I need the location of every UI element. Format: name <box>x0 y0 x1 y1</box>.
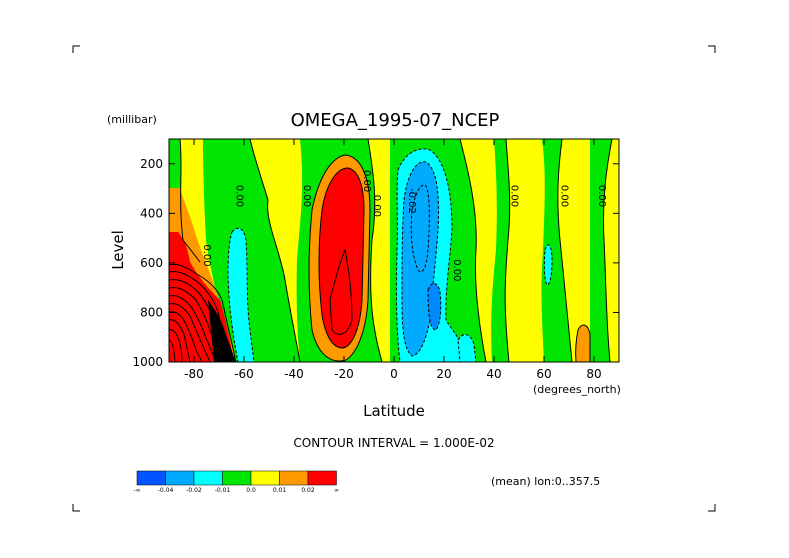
colorbar-label: -0.04 <box>158 487 174 494</box>
x-tick-label: -60 <box>234 367 254 381</box>
colorbar-swatch <box>165 470 195 486</box>
y-tick-label: 600 <box>140 256 163 270</box>
y-tick-label: 1000 <box>132 355 163 369</box>
colorbar-label: -0.02 <box>186 487 202 494</box>
colorbar-label: ∞ <box>334 487 339 494</box>
chart-title: OMEGA_1995-07_NCEP <box>291 110 500 131</box>
zero-contours <box>179 138 613 363</box>
colorbar-label: 0.0 <box>246 487 256 494</box>
contour-fill-region <box>590 139 612 362</box>
plot-area: 0.00 0.00 0.00 0.00 0.00 -0.02 0.00 0.00 0.00 0.0… <box>168 138 620 363</box>
x-tick-label: 20 <box>436 367 451 381</box>
colorbar-label: 0.01 <box>273 487 287 494</box>
x-tick-label: -40 <box>284 367 304 381</box>
colorbar-swatch <box>279 470 309 486</box>
colorbar-swatch <box>193 470 223 486</box>
contour-label: -0.02 <box>406 188 417 214</box>
colorbar-label: -0.01 <box>215 487 231 494</box>
contour-label: 0.00 <box>509 185 520 207</box>
contour-label: 0.00 <box>201 244 212 266</box>
contour-fill-region <box>575 324 591 363</box>
x-tick-label: -20 <box>334 367 354 381</box>
x-axis-label: Latitude <box>363 402 425 420</box>
corner-marks <box>72 45 716 512</box>
contour-label: 0.00 <box>361 170 372 192</box>
colorbar-label: -∞ <box>133 487 140 494</box>
contour-fill-region <box>427 283 442 331</box>
contour-labels: 0.00 0.00 0.00 0.00 0.00 -0.02 0.00 0.00 0.00 0.0… <box>201 170 607 281</box>
colorbar: -∞ -0.04 -0.02 -0.01 0.0 0.01 0.02 ∞ <box>133 470 339 494</box>
negative-regions <box>227 148 553 363</box>
contour-interval-text: CONTOUR INTERVAL = 1.000E-02 <box>293 436 494 450</box>
colorbar-swatch <box>136 470 166 486</box>
x-tick-label: -80 <box>184 367 204 381</box>
x-axis: -80 -60 -40 -20 0 20 40 60 80 <box>184 139 602 381</box>
contour-label: 0.00 <box>301 185 312 207</box>
y-tick-label: 400 <box>140 206 163 220</box>
contour-fill-region <box>543 244 553 286</box>
x-tick-label: 80 <box>586 367 601 381</box>
colorbar-swatch <box>307 470 337 486</box>
x-axis-units: (degrees_north) <box>533 383 621 396</box>
footer-longitude-text: (mean) lon:0..357.5 <box>491 475 600 488</box>
contour-fill-region <box>457 334 477 363</box>
contour-fill-region <box>203 139 300 362</box>
colorbar-label: 0.02 <box>301 487 315 494</box>
y-axis-units: (millibar) <box>107 113 157 126</box>
contour-fill-region <box>227 227 255 363</box>
contour-fill-region <box>410 184 430 273</box>
contour-label: 0.00 <box>596 185 607 207</box>
x-tick-label: 40 <box>486 367 501 381</box>
contour-label: 0.00 <box>559 185 570 207</box>
contour-label: 0.00 <box>234 185 245 207</box>
contour-label: 0.00 <box>371 195 382 217</box>
colorbar-swatch <box>222 470 252 486</box>
positive-region-subtropical <box>308 154 371 362</box>
y-axis: 200 400 600 800 1000 <box>132 157 619 369</box>
contour-fill-region <box>541 139 572 362</box>
x-tick-label: 0 <box>390 367 398 381</box>
colorbar-swatch <box>250 470 280 486</box>
y-tick-label: 800 <box>140 305 163 319</box>
dense-contour-block <box>208 300 236 362</box>
x-tick-label: 60 <box>536 367 551 381</box>
y-axis-label: Level <box>109 230 127 270</box>
y-tick-label: 200 <box>140 157 163 171</box>
contour-label: 0.00 <box>451 259 462 281</box>
